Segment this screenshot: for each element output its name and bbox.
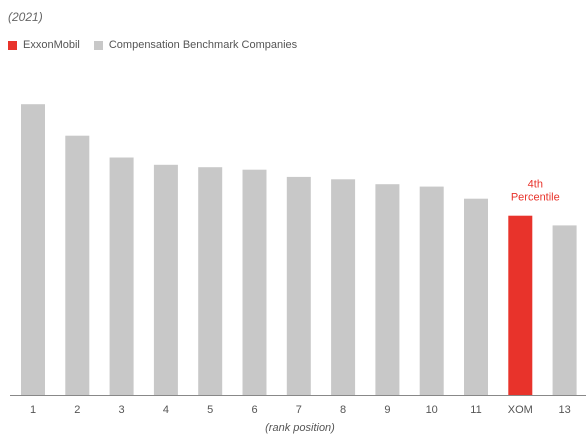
x-tick-label-xom: XOM	[508, 404, 533, 416]
bar-3	[109, 157, 134, 395]
bar-5	[198, 167, 223, 395]
bar-9	[375, 184, 400, 395]
legend-item-exxonmobil: ExxonMobil	[8, 39, 80, 51]
bar-8	[331, 179, 356, 395]
x-tick-label-10: 10	[426, 404, 438, 416]
bar-xom	[508, 215, 533, 395]
x-tick-label-4: 4	[163, 404, 169, 416]
x-tick-label-6: 6	[251, 404, 257, 416]
bar-10	[419, 186, 444, 395]
x-tick-label-7: 7	[296, 404, 302, 416]
legend-swatch-exxonmobil	[8, 40, 17, 50]
legend-label-benchmark: Compensation Benchmark Companies	[108, 39, 298, 51]
x-tick-label-9: 9	[384, 404, 390, 416]
chart-subtitle: (2021)	[8, 10, 43, 24]
x-tick-label-8: 8	[340, 404, 346, 416]
bar-2	[65, 135, 90, 395]
chart-legend: ExxonMobil Compensation Benchmark Compan…	[8, 38, 311, 52]
annotation-line-1: 4th	[528, 179, 543, 191]
annotation-line-2: Percentile	[511, 192, 560, 204]
bar-7	[286, 176, 311, 395]
x-tick-label-3: 3	[119, 404, 125, 416]
x-axis-title: (rank position)	[265, 422, 335, 434]
x-tick-label-1: 1	[30, 404, 36, 416]
legend-label-exxonmobil: ExxonMobil	[23, 39, 80, 51]
bar-4	[153, 164, 178, 395]
bar-13	[552, 225, 577, 395]
bar-1	[21, 104, 45, 395]
x-tick-label-11: 11	[470, 404, 481, 416]
x-tick-label-2: 2	[74, 404, 80, 416]
x-tick-label-13: 13	[558, 404, 570, 416]
legend-swatch-benchmark	[93, 40, 103, 50]
legend-item-benchmark: Compensation Benchmark Companies	[93, 39, 298, 51]
bar-11	[464, 198, 488, 395]
x-tick-label-5: 5	[207, 404, 213, 416]
bar-6	[242, 169, 267, 395]
